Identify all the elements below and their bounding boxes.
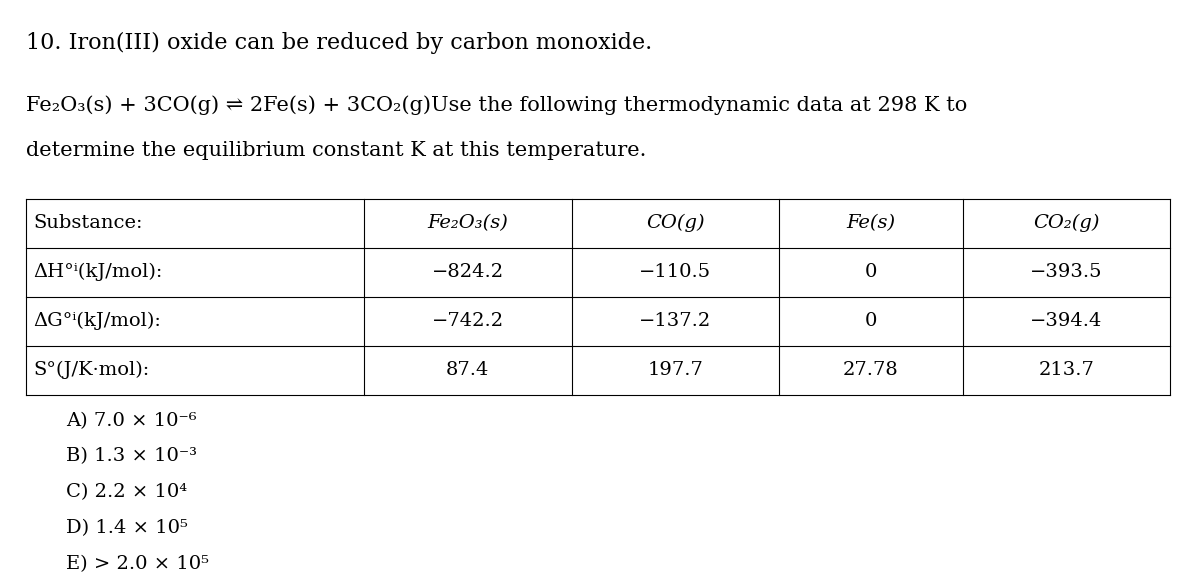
Text: ΔG°ⁱ(kJ/mol):: ΔG°ⁱ(kJ/mol):: [34, 312, 162, 330]
Text: C) 2.2 × 10⁴: C) 2.2 × 10⁴: [66, 483, 187, 501]
Text: 27.78: 27.78: [842, 361, 899, 379]
Text: 213.7: 213.7: [1038, 361, 1094, 379]
Text: 87.4: 87.4: [446, 361, 490, 379]
Text: D) 1.4 × 10⁵: D) 1.4 × 10⁵: [66, 519, 188, 537]
Text: 0: 0: [864, 312, 877, 330]
Text: Fe₂O₃(s) + 3CO(g) ⇌ 2Fe(s) + 3CO₂(g)Use the following thermodynamic data at 298 : Fe₂O₃(s) + 3CO(g) ⇌ 2Fe(s) + 3CO₂(g)Use …: [26, 95, 967, 115]
Text: 0: 0: [864, 263, 877, 281]
Text: B) 1.3 × 10⁻³: B) 1.3 × 10⁻³: [66, 448, 197, 465]
Text: ΔH°ⁱ(kJ/mol):: ΔH°ⁱ(kJ/mol):: [34, 263, 163, 281]
Text: 10. Iron(III) oxide can be reduced by carbon monoxide.: 10. Iron(III) oxide can be reduced by ca…: [26, 32, 653, 54]
Text: Fe(s): Fe(s): [846, 214, 895, 232]
Text: 197.7: 197.7: [647, 361, 703, 379]
Text: −393.5: −393.5: [1030, 263, 1103, 281]
Text: −137.2: −137.2: [640, 312, 712, 330]
Text: −742.2: −742.2: [432, 312, 504, 330]
Text: CO₂(g): CO₂(g): [1033, 214, 1099, 232]
Text: determine the equilibrium constant K at this temperature.: determine the equilibrium constant K at …: [26, 141, 647, 160]
Text: −110.5: −110.5: [640, 263, 712, 281]
Text: Fe₂O₃(s): Fe₂O₃(s): [427, 214, 509, 232]
Text: Substance:: Substance:: [34, 214, 143, 232]
Text: A) 7.0 × 10⁻⁶: A) 7.0 × 10⁻⁶: [66, 412, 197, 430]
Text: S°(J/K·mol):: S°(J/K·mol):: [34, 361, 150, 379]
Text: CO(g): CO(g): [646, 214, 704, 232]
Text: E) > 2.0 × 10⁵: E) > 2.0 × 10⁵: [66, 555, 209, 573]
Text: −824.2: −824.2: [432, 263, 504, 281]
Text: −394.4: −394.4: [1030, 312, 1103, 330]
